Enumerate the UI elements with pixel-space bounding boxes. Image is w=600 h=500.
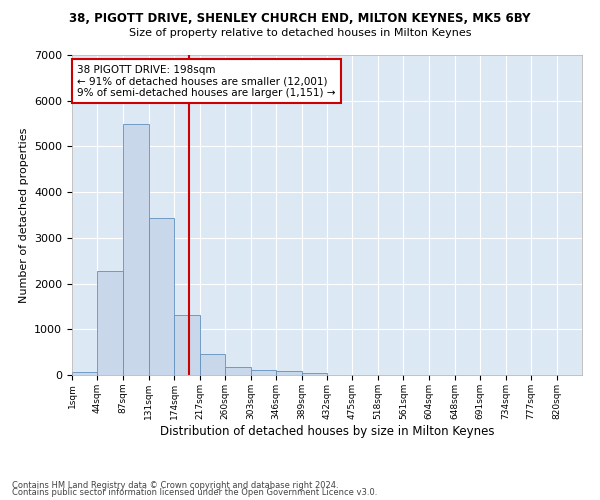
Text: Contains public sector information licensed under the Open Government Licence v3: Contains public sector information licen…	[12, 488, 377, 497]
Y-axis label: Number of detached properties: Number of detached properties	[19, 128, 29, 302]
Bar	[200, 354, 225, 375]
Bar	[97, 271, 123, 375]
Bar	[276, 372, 302, 375]
Text: Size of property relative to detached houses in Milton Keynes: Size of property relative to detached ho…	[129, 28, 471, 38]
Bar	[225, 367, 251, 375]
Text: 38 PIGOTT DRIVE: 198sqm
← 91% of detached houses are smaller (12,001)
9% of semi: 38 PIGOTT DRIVE: 198sqm ← 91% of detache…	[77, 64, 335, 98]
Bar	[302, 373, 327, 375]
Bar	[175, 314, 200, 375]
Bar	[149, 218, 175, 375]
X-axis label: Distribution of detached houses by size in Milton Keynes: Distribution of detached houses by size …	[160, 424, 494, 438]
Bar	[123, 124, 149, 375]
Text: Contains HM Land Registry data © Crown copyright and database right 2024.: Contains HM Land Registry data © Crown c…	[12, 480, 338, 490]
Bar	[251, 370, 276, 375]
Text: 38, PIGOTT DRIVE, SHENLEY CHURCH END, MILTON KEYNES, MK5 6BY: 38, PIGOTT DRIVE, SHENLEY CHURCH END, MI…	[69, 12, 531, 26]
Bar	[72, 372, 97, 375]
